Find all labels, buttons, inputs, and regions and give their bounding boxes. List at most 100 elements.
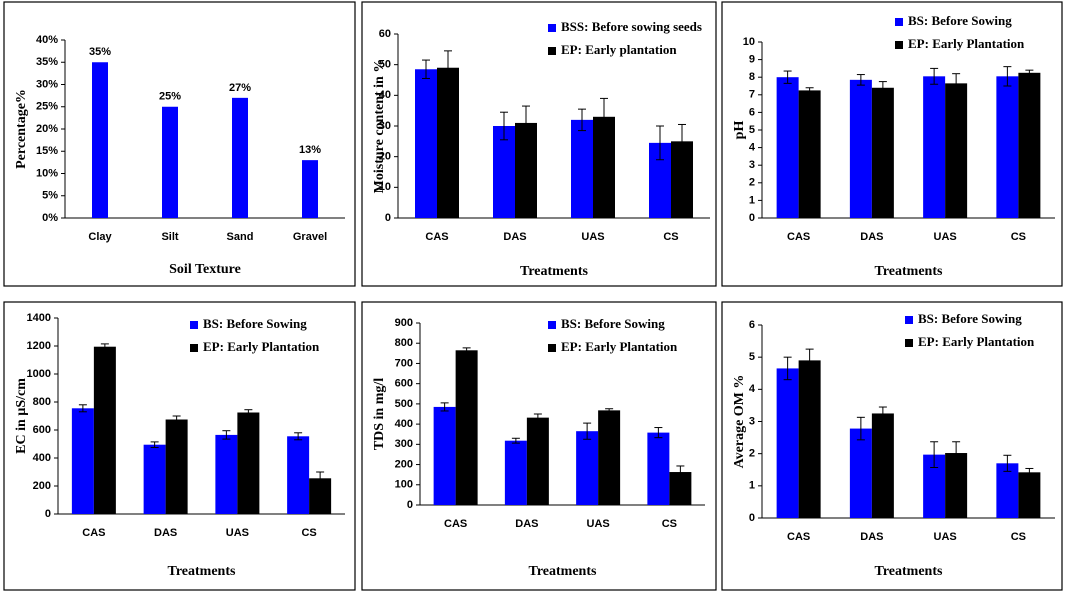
legend-label: BS: Before Sowing	[561, 316, 665, 331]
y-tick-label: 2	[749, 448, 755, 460]
y-tick-label: 400	[395, 418, 413, 430]
y-tick-label: 30%	[36, 78, 58, 90]
x-axis-title: Soil Texture	[169, 262, 241, 277]
bar	[143, 444, 166, 514]
error-bar	[316, 471, 325, 486]
legend-label: EP: Early Plantation	[561, 339, 678, 354]
error-bar	[1003, 454, 1012, 472]
y-tick-label: 50	[379, 59, 391, 71]
y-tick-label: 0	[45, 508, 51, 520]
error-bar	[294, 432, 303, 441]
y-tick-label: 10	[379, 181, 391, 193]
bar	[849, 428, 872, 518]
y-tick-label: 300	[395, 438, 413, 450]
y-tick-label: 900	[395, 317, 413, 329]
x-tick-label: UAS	[934, 231, 957, 243]
y-tick-label: 600	[33, 424, 51, 436]
legend-swatch	[905, 339, 913, 347]
error-bar	[522, 105, 530, 141]
error-bar	[462, 347, 471, 354]
error-bar	[78, 404, 87, 413]
legend-swatch	[548, 344, 556, 352]
error-bar	[533, 413, 542, 422]
bar	[493, 126, 515, 218]
x-axis-title: Treatments	[529, 564, 597, 579]
bar	[515, 122, 537, 218]
error-bar	[600, 97, 608, 136]
x-tick-label: UAS	[226, 527, 249, 539]
bar	[232, 97, 248, 218]
bar	[871, 413, 894, 518]
legend-swatch	[895, 41, 903, 49]
bar	[165, 419, 188, 514]
x-tick-label: DAS	[860, 531, 883, 543]
error-bar	[930, 67, 939, 85]
bar	[798, 90, 821, 218]
y-tick-label: 3	[749, 159, 755, 171]
x-tick-label: DAS	[515, 518, 538, 530]
x-tick-label: CS	[1011, 231, 1026, 243]
y-tick-label: 1000	[27, 368, 51, 380]
x-tick-label: CS	[1011, 531, 1026, 543]
x-tick-label: Clay	[88, 231, 112, 243]
y-tick-label: 5	[749, 351, 755, 363]
bar	[433, 406, 456, 505]
bar	[1018, 72, 1041, 218]
error-bar	[654, 427, 663, 439]
bar	[237, 412, 260, 514]
y-tick-label: 7	[749, 89, 755, 101]
error-bar	[678, 123, 686, 159]
bar	[504, 440, 527, 505]
value-label: 25%	[159, 91, 181, 103]
y-tick-label: 200	[395, 458, 413, 470]
y-axis-title: TDS in mg/l	[372, 378, 387, 450]
legend-swatch	[548, 321, 556, 329]
x-tick-label: UAS	[581, 231, 604, 243]
y-axis-title: Percentage%	[14, 89, 29, 169]
bar	[996, 76, 1019, 218]
y-tick-label: 20%	[36, 123, 58, 135]
error-bar	[783, 356, 792, 381]
x-axis-title: Treatments	[875, 264, 943, 279]
y-tick-label: 5%	[42, 190, 58, 202]
y-tick-label: 40	[379, 89, 391, 101]
bar	[162, 106, 178, 218]
y-tick-label: 9	[749, 54, 755, 66]
y-tick-label: 25%	[36, 101, 58, 113]
x-tick-label: CAS	[82, 527, 105, 539]
bar	[576, 431, 599, 505]
y-tick-label: 2	[749, 177, 755, 189]
y-tick-label: 600	[395, 378, 413, 390]
bar	[215, 434, 238, 514]
panel-frame	[721, 1, 1063, 287]
bar	[598, 410, 621, 505]
y-tick-label: 1	[749, 480, 755, 492]
y-tick-label: 20	[379, 151, 391, 163]
y-tick-label: 0	[749, 512, 755, 524]
bar	[415, 69, 437, 219]
y-tick-label: 6	[749, 319, 755, 331]
value-label: 13%	[299, 144, 321, 156]
bar	[669, 472, 692, 505]
y-tick-label: 100	[395, 479, 413, 491]
bar	[287, 436, 310, 514]
y-tick-label: 40%	[36, 34, 58, 46]
x-axis-title: Treatments	[168, 564, 236, 579]
legend-label: EP: Early Plantation	[918, 334, 1035, 349]
x-tick-label: DAS	[860, 231, 883, 243]
bar	[93, 346, 116, 514]
x-tick-label: Silt	[161, 231, 178, 243]
legend-swatch	[905, 316, 913, 324]
error-bar	[1025, 69, 1034, 76]
x-axis-title: Treatments	[875, 564, 943, 579]
y-tick-label: 0	[749, 212, 755, 224]
error-bar	[952, 73, 961, 94]
panel-frame	[361, 301, 717, 591]
error-bar	[440, 402, 449, 412]
legend-label: EP: Early Plantation	[203, 339, 320, 354]
legend-swatch	[190, 321, 198, 329]
bar	[671, 141, 693, 218]
x-tick-label: CS	[301, 527, 316, 539]
bar	[1018, 472, 1041, 518]
bar	[71, 408, 94, 514]
